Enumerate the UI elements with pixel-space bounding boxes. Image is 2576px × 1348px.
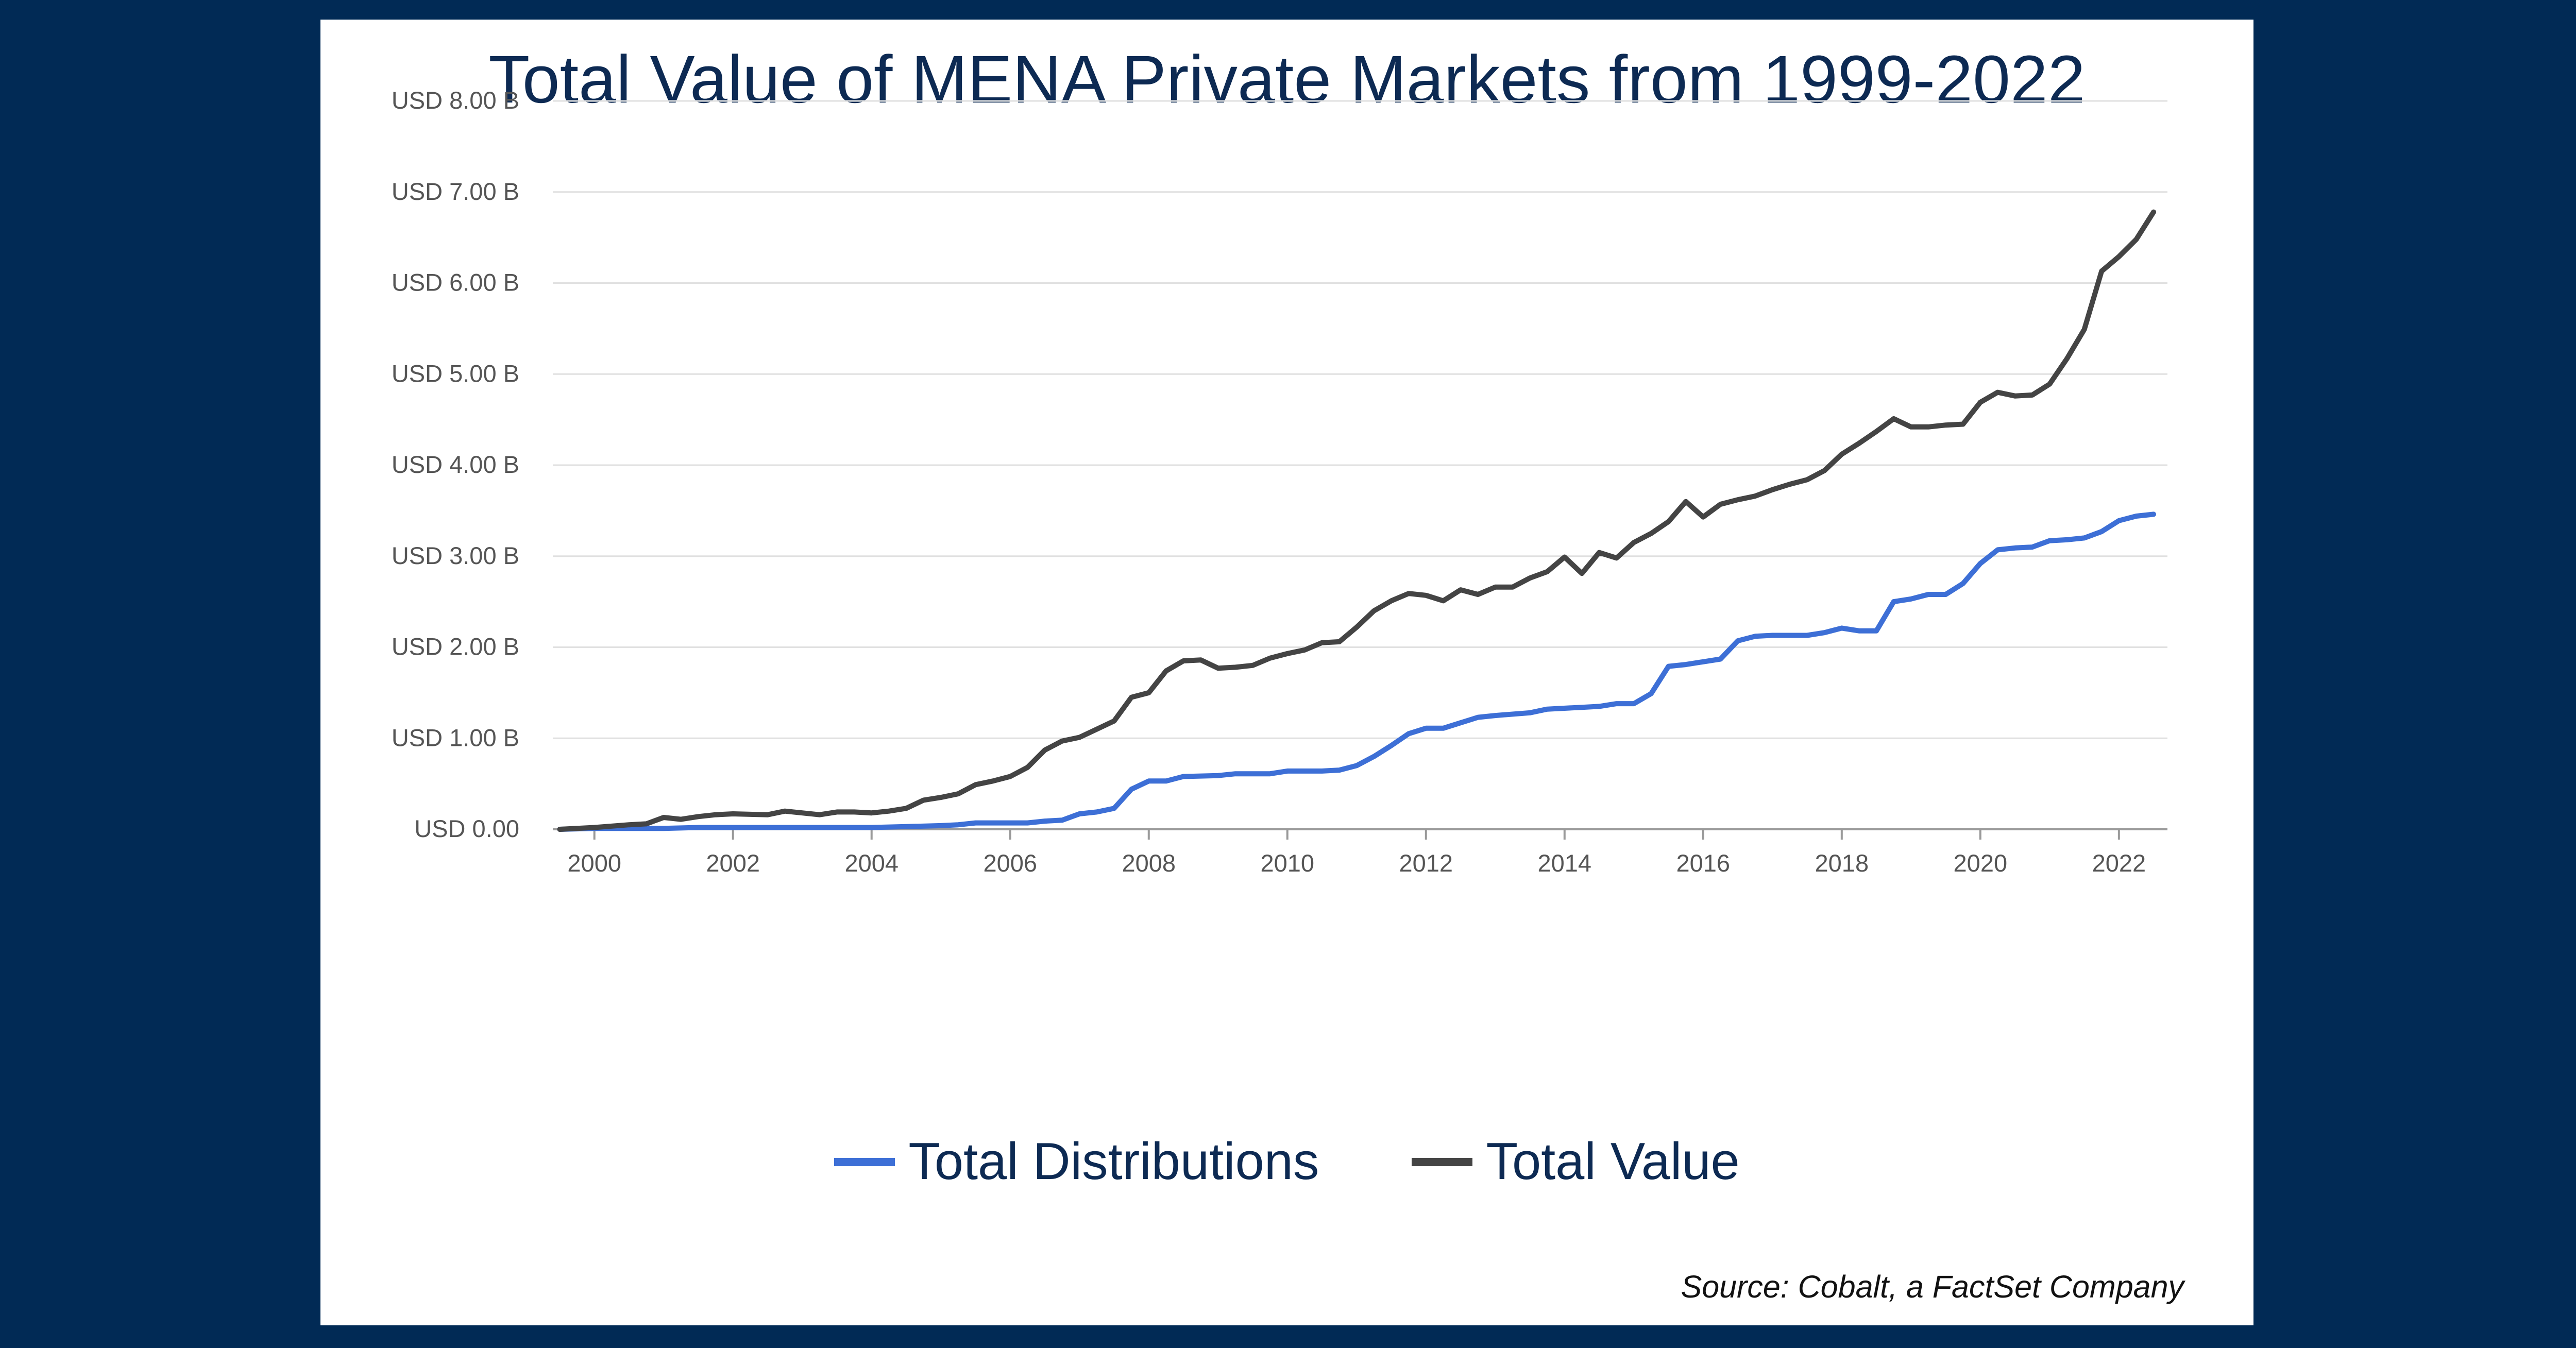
source-note: Source: Cobalt, a FactSet Company: [1681, 1269, 2184, 1304]
y-tick-label: USD 5.00 B: [392, 360, 519, 387]
series-line-total-value: [557, 209, 2157, 832]
y-tick-label: USD 3.00 B: [392, 542, 519, 569]
x-tick-label: 2022: [2092, 849, 2146, 877]
x-tick-label: 2018: [1815, 849, 1869, 877]
chart-plot: USD 0.00 USD 1.00 B USD 2.00 B USD 3.00 B US…: [392, 87, 2167, 877]
x-tick-label: 2014: [1538, 849, 1592, 877]
x-tick-label: 2006: [983, 849, 1037, 877]
legend-swatch-total-value: [1412, 1157, 1473, 1166]
legend-item-total-distributions: Total Distributions: [834, 1132, 1319, 1191]
y-tick-label: USD 7.00 B: [392, 178, 519, 205]
x-tick-label: 2008: [1122, 849, 1176, 877]
chart-panel: Total Value of MENA Private Markets from…: [320, 20, 2253, 1325]
gridlines: [553, 100, 2167, 830]
x-tick-label: 2010: [1260, 849, 1314, 877]
x-tick-label: 2002: [706, 849, 760, 877]
x-tick-label: 2004: [844, 849, 899, 877]
series-line-total-distributions: [557, 511, 2157, 832]
chart-title: Total Value of MENA Private Markets from…: [488, 41, 2086, 117]
x-axis: 2000 2002 2004 2006 2008 2010 2012 2014 2016 2018…: [567, 829, 2146, 877]
y-tick-label: USD 1.00 B: [392, 724, 519, 751]
legend-swatch-total-distributions: [834, 1157, 895, 1166]
y-axis-ticks: USD 0.00 USD 1.00 B USD 2.00 B USD 3.00 B US…: [392, 87, 519, 842]
x-tick-label: 2016: [1676, 849, 1731, 877]
legend-item-total-value: Total Value: [1412, 1132, 1740, 1191]
y-tick-label: USD 6.00 B: [392, 269, 519, 296]
series-lines: [557, 209, 2157, 832]
x-tick-label: 2000: [567, 849, 621, 877]
legend-label-total-value: Total Value: [1486, 1133, 1740, 1190]
y-tick-label: USD 8.00 B: [392, 87, 519, 114]
x-tick-label: 2012: [1399, 849, 1453, 877]
legend: Total Distributions Total Value: [320, 1132, 2253, 1191]
y-tick-label: USD 0.00: [414, 815, 519, 842]
y-tick-label: USD 4.00 B: [392, 451, 519, 478]
legend-label-total-distributions: Total Distributions: [908, 1133, 1319, 1190]
y-tick-label: USD 2.00 B: [392, 633, 519, 660]
x-tick-label: 2020: [1954, 849, 2008, 877]
